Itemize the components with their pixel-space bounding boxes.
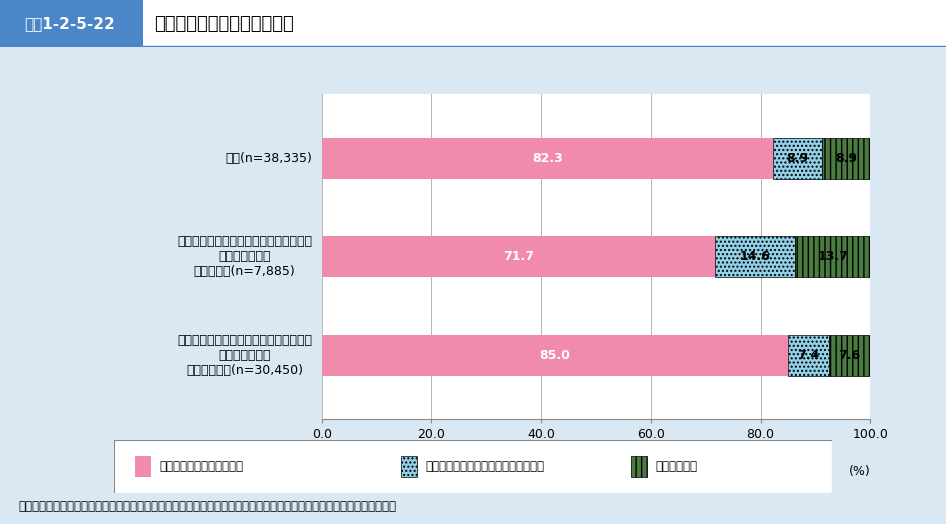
Text: 図表1-2-5-22: 図表1-2-5-22 [25,16,115,31]
Bar [140,0,143,47]
Text: 7.4: 7.4 [797,348,819,362]
Bar [796,236,870,277]
Bar [0,0,140,47]
Bar [788,334,829,376]
Text: 8.9: 8.9 [787,152,809,165]
Bar [322,236,715,277]
Text: 全体(n=38,335): 全体(n=38,335) [225,152,312,165]
Text: 看護職として働き続けたい: 看護職として働き続けたい [160,460,243,473]
Text: 新型コロナウイルス感染症拡大の影響に
よる偏見・差別
「あった」(n=7,885): 新型コロナウイルス感染症拡大の影響に よる偏見・差別 「あった」(n=7,885… [177,235,312,278]
Text: 7.6: 7.6 [838,348,861,362]
Bar [822,138,871,179]
Bar [322,334,788,376]
Text: 離職して看護職以外の仕事で働きたい: 離職して看護職以外の仕事で働きたい [426,460,545,473]
Text: 71.7: 71.7 [503,250,534,263]
Text: 看護職としての就業継続意向: 看護職としての就業継続意向 [154,15,294,32]
Bar [715,236,796,277]
Text: 働きたくない: 働きたくない [656,460,697,473]
Text: 8.9: 8.9 [835,152,857,165]
Text: 85.0: 85.0 [539,348,570,362]
Text: 14.6: 14.6 [740,250,771,263]
Bar [401,456,417,477]
Text: 13.7: 13.7 [817,250,849,263]
Text: 82.3: 82.3 [532,152,563,165]
Text: 新型コロナウイルス感染症拡大の影響に
よる偏見・差別
「なかった」(n=30,450): 新型コロナウイルス感染症拡大の影響に よる偏見・差別 「なかった」(n=30,4… [177,334,312,377]
Bar [773,138,822,179]
Bar [829,334,870,376]
Bar [322,138,773,179]
Bar [135,456,151,477]
Bar [631,456,647,477]
Text: 資料：公益社団法人日本看護協会「看護職員の新型コロナウイルス感染症対応に関する実態調査【看護管理者・病院】」: 資料：公益社団法人日本看護協会「看護職員の新型コロナウイルス感染症対応に関する実… [19,500,396,514]
Text: (%): (%) [849,465,870,478]
